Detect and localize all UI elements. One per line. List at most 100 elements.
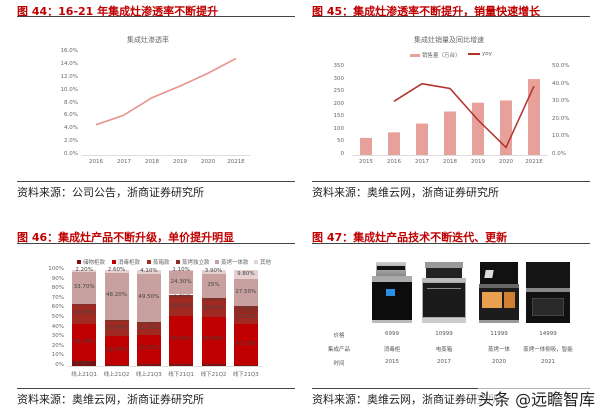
- y-tick-label: 8.0%: [64, 99, 78, 106]
- x-tick-label: 2017: [117, 159, 131, 165]
- segment-label: 1.10%: [172, 266, 190, 273]
- bar-segment: [136, 273, 161, 322]
- y-left-tick-label: 250: [333, 88, 345, 95]
- fig47-bottom-rule: [312, 388, 590, 389]
- y-tick-label: 6.0%: [64, 112, 78, 119]
- sales-bar: [388, 132, 400, 155]
- x-tick-label: 线下21Q3: [232, 372, 259, 378]
- product-image-2017: [422, 262, 466, 323]
- y-left-tick-label: 150: [333, 113, 345, 120]
- bar-segment: [201, 297, 226, 302]
- y-right-tick-label: 10.0%: [552, 133, 570, 140]
- bar-segment: [104, 270, 129, 273]
- fig45-title: 图 45：集成灶渗透率不断提升，销量快速增长: [312, 5, 541, 18]
- x-axis-line: [68, 366, 262, 367]
- bar-segment: [136, 323, 161, 335]
- segment-label: 2.60%: [107, 267, 126, 274]
- segment-label: 25%: [207, 281, 220, 288]
- segment-label: 2.40%: [204, 360, 223, 367]
- y-tick-label: 12.0%: [60, 73, 78, 80]
- fig44-top-rule: [17, 16, 295, 17]
- segment-label: 11.70%: [138, 325, 160, 332]
- bar-segment: [201, 317, 226, 364]
- sales-bar: [472, 102, 484, 155]
- legend-swatch: [77, 260, 81, 264]
- product-image-2015: [372, 262, 412, 323]
- y-left-tick-label: 300: [333, 75, 345, 82]
- segment-label: 16.30%: [203, 305, 224, 312]
- x-tick-label: 线上21Q1: [71, 372, 98, 378]
- legend-swatch-bar: [410, 53, 420, 57]
- fig45-top-rule: [312, 16, 590, 17]
- table-cell: 蒸烤一体侧吸，智能: [523, 347, 573, 353]
- x-tick-label: 2021E: [525, 159, 543, 165]
- legend-swatch: [215, 260, 219, 264]
- legend-swatch: [254, 260, 258, 264]
- bar-segment: [104, 321, 129, 337]
- x-axis-line: [82, 155, 250, 156]
- bar-segment: [201, 363, 226, 366]
- bar-segment: [136, 334, 161, 365]
- y-right-tick-label: 20.0%: [552, 115, 570, 122]
- table-cell: 11999: [490, 331, 508, 337]
- segment-label: 7.10%: [237, 305, 255, 312]
- y-tick-label: 50%: [51, 314, 64, 320]
- legend-label: 销售量（万台）: [422, 53, 461, 59]
- fig47-top-rule: [312, 243, 590, 244]
- bar-segment: [72, 361, 97, 366]
- fig45-chart-title: 集成灶销量及同比增速: [414, 36, 484, 44]
- fig46-title: 图 46：集成灶产品不断升级，单价提升明显: [17, 231, 235, 244]
- yoy-line: [393, 82, 535, 149]
- x-tick-label: 2020: [201, 159, 215, 165]
- sales-bar: [360, 137, 372, 155]
- bar-segment: [104, 272, 129, 321]
- row-label: 价格: [333, 333, 345, 339]
- segment-label: 39.20%: [73, 338, 95, 345]
- legend-item: 其他: [254, 258, 271, 266]
- segment-label: 48.20%: [106, 292, 127, 299]
- bar-segment: [201, 301, 226, 318]
- bar-segment: [233, 305, 258, 313]
- x-tick-label: 2018: [443, 159, 457, 165]
- fig47-title: 图 47：集成灶产品技术不断迭代、更新: [312, 231, 508, 244]
- penetration-line: [95, 57, 237, 126]
- legend-item: 蒸烤独立款: [176, 258, 210, 266]
- fig45-legend-sales: 销售量（万台）: [410, 51, 461, 59]
- x-tick-label: 线上21Q3: [135, 372, 162, 378]
- bar-segment: [136, 364, 161, 366]
- fig45-source: 资料来源：奥维云网，浙商证券研究所: [312, 186, 499, 199]
- x-tick-label: 2021E: [227, 159, 245, 165]
- bar-segment: [104, 320, 129, 322]
- fig44-title: 图 44：16-21 年集成灶渗透率不断提升: [17, 5, 219, 18]
- bar-segment: [72, 304, 97, 324]
- y-tick-label: 0%: [55, 362, 64, 368]
- legend-label: 蒸箱款: [153, 260, 170, 266]
- segment-label: 48.60%: [203, 336, 224, 343]
- legend-label: yoy: [482, 51, 492, 57]
- bar-segment: [169, 364, 194, 366]
- bar-segment: [104, 336, 129, 366]
- x-tick-label: 2019: [173, 159, 187, 165]
- segment-label: 4.10%: [140, 267, 158, 274]
- legend-swatch: [147, 260, 151, 264]
- y-tick-label: 10.0%: [60, 86, 78, 93]
- segment-label: 33.70%: [73, 284, 95, 291]
- y-right-tick-label: 50.0%: [552, 63, 570, 69]
- x-tick-label: 2019: [471, 159, 485, 165]
- fig44-chart-title: 集成灶渗透率: [127, 36, 169, 44]
- bar-segment: [72, 323, 97, 362]
- y-right-tick-label: 0.0%: [552, 151, 566, 157]
- y-tick-label: 20%: [51, 342, 64, 349]
- y-tick-label: 80%: [51, 285, 64, 292]
- table-cell: 2015: [385, 359, 399, 365]
- watermark: 头条 @远瞻智库: [478, 386, 596, 410]
- legend-item: 储物柜款: [77, 258, 105, 266]
- table-cell: 消毒柜: [383, 347, 401, 353]
- y-right-tick-label: 40.0%: [552, 80, 570, 87]
- bar-segment: [169, 297, 194, 316]
- y-tick-label: 2.0%: [64, 138, 78, 145]
- fig44-bottom-rule: [17, 181, 295, 182]
- x-tick-label: 2016: [387, 159, 401, 165]
- table-cell: 14999: [539, 331, 557, 337]
- bar-segment: [136, 321, 161, 324]
